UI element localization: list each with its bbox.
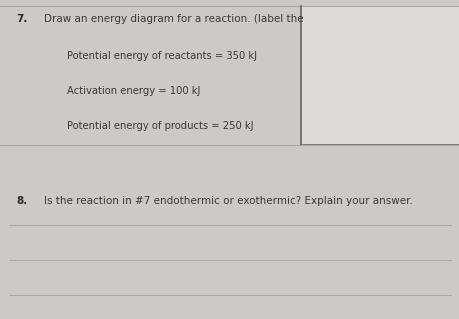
Text: Draw an energy diagram for a reaction. (label the: Draw an energy diagram for a reaction. (… bbox=[44, 14, 302, 24]
Text: Activation energy = 100 kJ: Activation energy = 100 kJ bbox=[67, 86, 200, 96]
Text: Potential energy of reactants = 350 kJ: Potential energy of reactants = 350 kJ bbox=[67, 51, 256, 61]
Text: 7.: 7. bbox=[16, 14, 28, 24]
Text: Potential energy of products = 250 kJ: Potential energy of products = 250 kJ bbox=[67, 121, 252, 131]
Bar bbox=[301, 6, 459, 145]
Text: Is the reaction in #7 endothermic or exothermic? Explain your answer.: Is the reaction in #7 endothermic or exo… bbox=[44, 196, 412, 206]
Text: 8.: 8. bbox=[16, 196, 27, 206]
